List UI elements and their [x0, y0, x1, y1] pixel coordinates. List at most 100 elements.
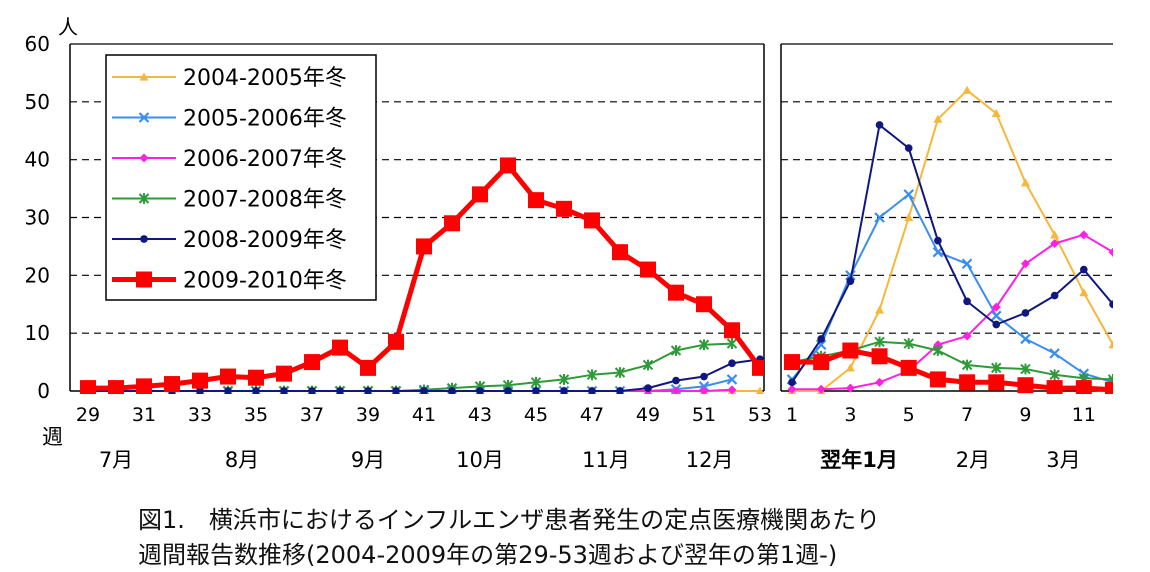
legend-entry-label: 2008-2009年冬	[183, 228, 347, 253]
data-point-series-6	[640, 261, 656, 278]
data-point-series-6	[304, 354, 320, 371]
legend-entry-label: 2004-2005年冬	[183, 66, 347, 91]
legend-entry-label: 2006-2007年冬	[183, 147, 347, 172]
data-point-series-1	[1108, 340, 1113, 349]
data-point-series-6	[360, 359, 376, 376]
legend-swatch-marker	[136, 271, 152, 288]
data-point-series-4	[614, 367, 626, 378]
data-point-series-5	[420, 387, 428, 394]
data-point-series-2	[874, 212, 885, 223]
data-point-series-6	[696, 296, 712, 313]
data-point-series-2	[1049, 348, 1060, 359]
series-line-1-right	[792, 89, 1113, 392]
x-tick-label: 29	[76, 404, 100, 426]
series-right-panel	[784, 85, 1113, 394]
data-point-series-5	[588, 387, 596, 394]
series-line-3-right	[792, 233, 1113, 391]
data-point-series-6	[584, 212, 600, 229]
data-point-series-5	[788, 378, 796, 387]
data-point-series-6	[332, 339, 348, 356]
data-point-series-1	[875, 305, 885, 314]
data-point-series-5	[644, 384, 652, 392]
data-point-series-6	[80, 380, 96, 394]
x-tick-label: 51	[692, 404, 716, 426]
data-point-series-5	[728, 359, 736, 368]
data-point-series-4	[726, 338, 738, 349]
data-point-series-4	[698, 339, 710, 351]
data-point-series-1	[904, 213, 914, 222]
data-point-series-6	[136, 378, 152, 394]
data-point-series-6	[752, 359, 764, 376]
y-tick-label: 40	[25, 148, 50, 172]
month-label: 9月	[351, 448, 385, 472]
data-point-series-5	[308, 387, 316, 394]
data-point-series-2	[903, 189, 915, 200]
data-point-series-5	[616, 387, 624, 394]
data-point-series-6	[668, 284, 684, 301]
data-point-series-6	[1046, 380, 1063, 394]
data-point-series-1	[755, 386, 764, 394]
y-axis-label: 人	[58, 15, 78, 39]
data-point-series-1	[1079, 288, 1089, 297]
data-point-series-1	[962, 85, 972, 94]
data-point-series-1	[991, 108, 1001, 117]
y-tick-label: 50	[25, 90, 50, 114]
legend-entry-label: 2005-2006年冬	[183, 107, 347, 132]
data-point-series-6	[900, 359, 917, 376]
month-label: 8月	[225, 448, 259, 472]
data-point-series-5	[846, 277, 855, 285]
data-point-series-5	[817, 335, 826, 343]
legend-swatch-marker	[139, 153, 149, 163]
data-point-series-2	[932, 246, 944, 258]
month-label: 12月	[686, 448, 734, 472]
month-label: 3月	[1046, 448, 1080, 472]
data-point-series-6	[108, 380, 124, 394]
data-point-series-6	[500, 157, 516, 174]
data-point-series-5	[476, 387, 484, 394]
data-point-series-6	[472, 186, 488, 203]
data-point-series-4	[670, 345, 682, 356]
data-point-series-4	[1049, 369, 1060, 381]
legend-swatch-marker	[139, 72, 149, 81]
data-point-series-5	[448, 387, 456, 394]
data-point-series-5	[280, 387, 288, 394]
data-point-series-6	[444, 215, 460, 232]
data-point-series-5	[904, 144, 913, 152]
data-point-series-5	[392, 387, 400, 394]
data-point-series-5	[196, 387, 204, 394]
data-point-series-6	[1105, 381, 1113, 394]
data-point-series-3	[727, 385, 737, 394]
data-point-series-5	[700, 372, 708, 381]
data-point-series-5	[532, 387, 540, 394]
data-point-series-5	[1109, 300, 1113, 309]
data-point-series-2	[990, 310, 1002, 322]
data-point-series-6	[192, 372, 208, 389]
data-point-series-6	[612, 244, 628, 261]
series-line-6-right	[792, 348, 1113, 393]
data-point-series-3	[816, 384, 826, 394]
legend-entry-label: 2009-2010年冬	[183, 269, 347, 294]
data-point-series-5	[992, 320, 1001, 329]
data-point-series-6	[784, 354, 800, 371]
data-point-series-4	[558, 374, 570, 385]
data-point-series-6	[842, 342, 859, 359]
x-tick-label: 41	[412, 404, 436, 426]
data-point-series-6	[1075, 380, 1092, 394]
data-point-series-3	[962, 331, 972, 341]
data-point-series-5	[1021, 309, 1030, 317]
series-left-panel	[80, 157, 764, 394]
data-point-series-5	[875, 121, 884, 129]
legend-swatch-marker	[138, 112, 150, 123]
data-point-series-6	[929, 371, 946, 388]
y-tick-label: 20	[25, 263, 50, 287]
data-point-series-1	[1050, 230, 1060, 239]
data-point-series-4	[991, 362, 1002, 374]
x-tick-label: 31	[132, 404, 156, 426]
data-point-series-2	[961, 258, 973, 270]
x-tick-label: 53	[748, 404, 772, 426]
month-label: 2月	[956, 448, 990, 472]
x-tick-label: 47	[580, 404, 604, 426]
x-tick-label: 11	[1072, 404, 1096, 426]
data-point-series-5	[252, 387, 260, 394]
